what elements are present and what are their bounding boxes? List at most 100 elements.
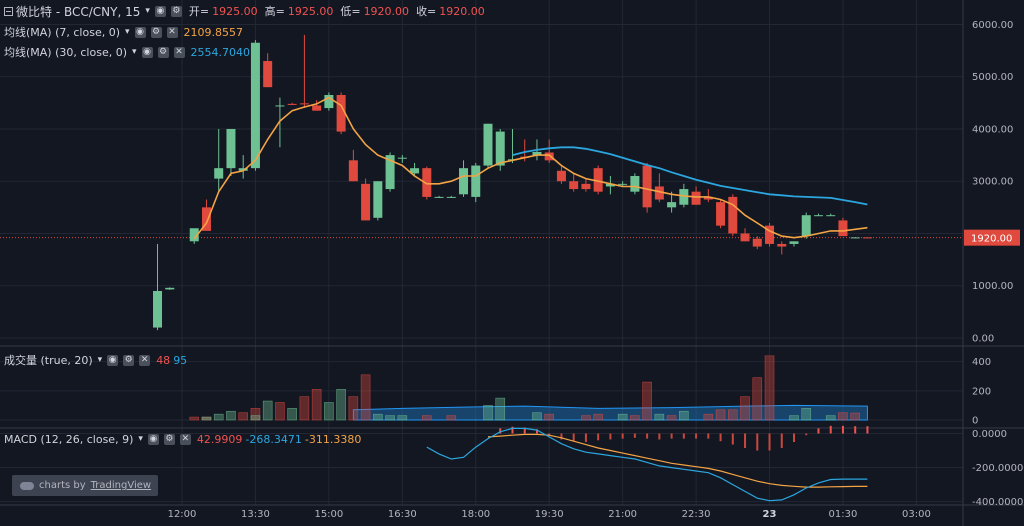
candle-body <box>752 238 762 247</box>
candle-body <box>312 105 322 111</box>
ma30-label[interactable]: 均线(MA) (30, close, 0) <box>4 46 127 59</box>
macd-histogram-bar <box>560 433 563 440</box>
macd-histogram-bar <box>633 433 636 438</box>
volume-bar-up <box>801 408 812 421</box>
macd-histogram-bar <box>572 433 575 442</box>
macd-histogram-bar <box>793 433 795 443</box>
macd-histogram-bar <box>829 425 832 434</box>
candle-body <box>422 168 432 197</box>
ma7-label[interactable]: 均线(MA) (7, close, 0) <box>4 26 120 39</box>
settings-icon[interactable]: ⚙ <box>170 5 182 17</box>
macd-histogram-bar <box>695 433 698 439</box>
low-value: 1920.00 <box>363 4 410 18</box>
volume-bar-up <box>397 415 408 421</box>
candle-body <box>654 186 664 200</box>
macd-histogram-bar <box>511 426 514 434</box>
volume-bar-up <box>201 416 212 421</box>
macd-axis-tick: 0.0000 <box>972 429 1007 440</box>
time-axis-tick: 13:30 <box>241 509 270 520</box>
candle-body <box>165 287 175 290</box>
candle-body <box>495 131 505 166</box>
volume-bar-down <box>189 416 200 421</box>
tradingview-watermark[interactable]: charts by TradingView <box>12 475 158 496</box>
time-axis-tick: 15:00 <box>314 509 343 520</box>
collapse-icon[interactable] <box>4 6 13 16</box>
ma30-close-icon[interactable]: ✕ <box>173 46 185 58</box>
candle-body <box>238 168 248 171</box>
macd-menu-icon[interactable]: ▾ <box>138 434 143 444</box>
macd-axis-tick: -400.0000 <box>972 497 1023 508</box>
tradingview-link[interactable]: TradingView <box>90 480 152 491</box>
ma30-visibility-icon[interactable]: ◉ <box>141 46 153 58</box>
time-axis-tick: 01:30 <box>829 509 858 520</box>
candle-body <box>777 243 787 247</box>
macd-pane[interactable] <box>426 425 869 502</box>
macd-settings-icon[interactable]: ⚙ <box>163 433 175 445</box>
volume-pane[interactable] <box>189 355 868 421</box>
volume-menu-icon[interactable]: ▾ <box>97 355 103 365</box>
candle-body <box>287 103 297 105</box>
volume-bar-up <box>262 400 273 421</box>
symbol-title[interactable]: 微比特 - BCC/CNY, 15 <box>16 4 141 19</box>
symbol-menu-icon[interactable]: ▾ <box>145 6 150 16</box>
macd-legend: MACD (12, 26, close, 9) ▾ ◉ ⚙ ✕ 42.9909 … <box>4 431 361 447</box>
volume-bar-down <box>275 402 285 421</box>
volume-bar-down <box>581 415 591 421</box>
macd-histogram-bar <box>805 433 808 436</box>
volume-bar-up <box>617 413 628 421</box>
volume-bar-down <box>715 409 726 421</box>
macd-label[interactable]: MACD (12, 26, close, 9) <box>4 432 134 446</box>
ma30-settings-icon[interactable]: ⚙ <box>157 46 169 58</box>
time-axis-tick: 12:00 <box>168 509 197 520</box>
time-axis-tick: 23 <box>763 509 777 520</box>
close-value: 1920.00 <box>439 4 485 18</box>
ma30-menu-icon[interactable]: ▾ <box>132 47 137 57</box>
price-pane[interactable] <box>0 34 963 331</box>
ma7-line <box>193 96 868 240</box>
volume-bar-down <box>299 396 310 421</box>
candle-body <box>838 220 848 237</box>
volume-bar-up <box>226 410 236 421</box>
volume-legend: 成交量 (true, 20) ▾ ◉ ⚙ ✕ 48 95 <box>4 352 187 368</box>
volume-bar-down <box>630 415 640 421</box>
macd-histogram-bar <box>621 433 624 439</box>
candle-body <box>765 225 775 244</box>
volume-label[interactable]: 成交量 (true, 20) <box>4 354 93 367</box>
candle-body <box>679 189 689 205</box>
price-axis-tick: 4000.00 <box>972 124 1013 135</box>
candle-body <box>361 183 371 221</box>
high-value: 1925.00 <box>287 4 334 18</box>
open-value: 1925.00 <box>212 4 258 18</box>
low-key: 低= <box>340 5 361 18</box>
visibility-icon[interactable]: ◉ <box>154 5 166 17</box>
candle-body <box>813 215 823 217</box>
candle-body <box>459 168 469 195</box>
ma7-visibility-icon[interactable]: ◉ <box>134 26 146 38</box>
candle-body <box>630 176 640 192</box>
ma7-settings-icon[interactable]: ⚙ <box>150 26 162 38</box>
volume-axis-tick: 0 <box>972 416 978 427</box>
volume-bar-down <box>727 409 738 421</box>
macd-hist-value: 42.9909 <box>196 432 243 446</box>
volume-close-icon[interactable]: ✕ <box>139 354 151 366</box>
volume-bar-up <box>679 410 689 421</box>
volume-bar-down <box>544 413 555 421</box>
candle-body <box>373 181 383 218</box>
volume-bar-down <box>238 412 248 421</box>
candle-body <box>691 191 701 205</box>
time-axis-tick: 18:00 <box>461 509 490 520</box>
candle-body <box>728 196 738 234</box>
time-axis-tick: 19:30 <box>535 509 564 520</box>
volume-bar-down <box>311 389 322 421</box>
candle-body <box>153 290 163 328</box>
macd-visibility-icon[interactable]: ◉ <box>147 433 159 445</box>
macd-close-icon[interactable]: ✕ <box>179 433 191 445</box>
volume-settings-icon[interactable]: ⚙ <box>123 354 135 366</box>
volume-visibility-icon[interactable]: ◉ <box>107 354 119 366</box>
candle-body <box>716 202 726 226</box>
ma7-close-icon[interactable]: ✕ <box>166 26 178 38</box>
price-axis-tick: 6000.00 <box>972 20 1013 31</box>
macd-histogram-bar <box>841 425 844 434</box>
ma7-menu-icon[interactable]: ▾ <box>125 27 130 37</box>
